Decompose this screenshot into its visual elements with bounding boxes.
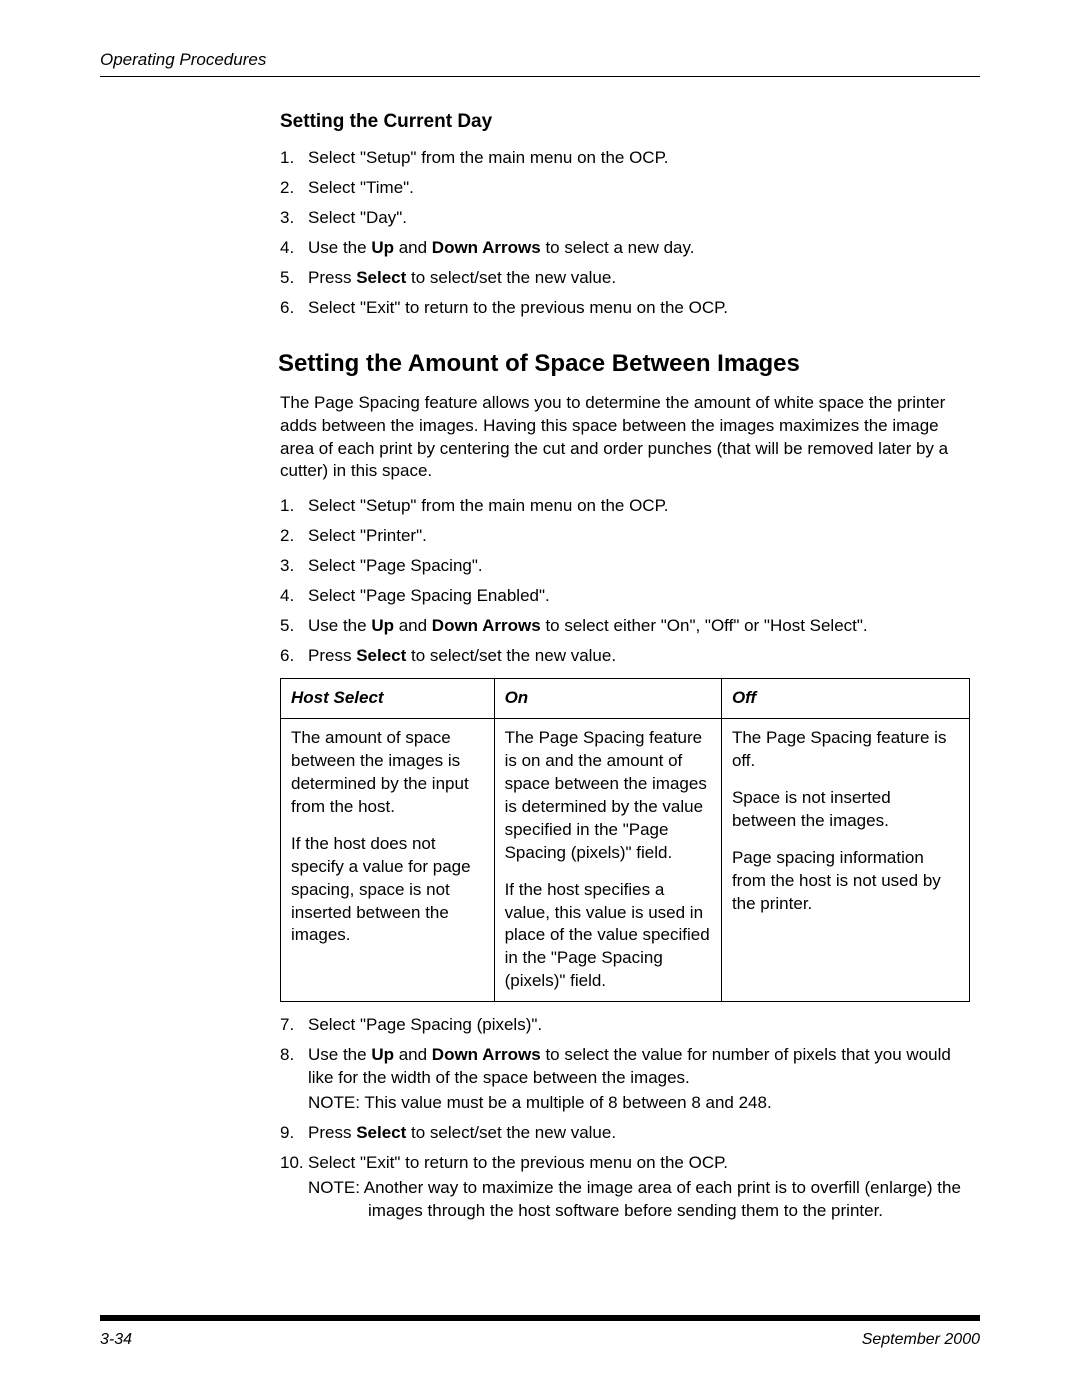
step-item: Select "Setup" from the main menu on the… [280,495,970,518]
cell-para: If the host does not specify a value for… [291,833,484,948]
step-item: Select "Day". [280,207,970,230]
step-text-suffix: to select/set the new value. [411,268,616,287]
step-item: Select "Setup" from the main menu on the… [280,147,970,170]
step-bold: Select [356,268,411,287]
header-section-label: Operating Procedures [100,50,266,69]
step-text: Select "Exit" to return to the previous … [308,298,728,317]
step-text-mid: and [394,238,432,257]
step-text: Select "Setup" from the main menu on the… [308,496,668,515]
page-spacing-table: Host Select On Off The amount of space b… [280,678,970,1002]
step-item: Press Select to select/set the new value… [280,1122,970,1145]
section1-steps: Select "Setup" from the main menu on the… [280,147,970,320]
step-item: Press Select to select/set the new value… [280,267,970,290]
step-text-suffix: to select a new day. [545,238,694,257]
section2-steps-a: Select "Setup" from the main menu on the… [280,495,970,668]
section2-steps-b: Select "Page Spacing (pixels)". Use the … [280,1014,970,1223]
step-text-prefix: Use the [308,616,371,635]
step-text-suffix: to select/set the new value. [411,1123,616,1142]
step-text: Select "Day". [308,208,407,227]
step-item: Use the Up and Down Arrows to select a n… [280,237,970,260]
step-bold: Down Arrows [432,238,546,257]
step-text-mid: and [394,1045,432,1064]
step-note: NOTE: This value must be a multiple of 8… [308,1092,970,1115]
step-item: Press Select to select/set the new value… [280,645,970,668]
step-text-prefix: Press [308,268,356,287]
step-bold: Select [356,646,411,665]
step-text-prefix: Press [308,646,356,665]
footer-page-number: 3-34 [100,1331,132,1349]
step-bold: Down Arrows [432,1045,546,1064]
step-bold: Down Arrows [432,616,546,635]
step-item: Select "Page Spacing (pixels)". [280,1014,970,1037]
step-text-prefix: Use the [308,1045,371,1064]
table-cell: The amount of space between the images i… [281,718,495,1001]
table-cell: The Page Spacing feature is off. Space i… [721,718,969,1001]
step-text: Select "Page Spacing Enabled". [308,586,550,605]
step-item: Select "Page Spacing". [280,555,970,578]
step-bold: Up [371,238,394,257]
step-text: Select "Printer". [308,526,427,545]
table-row: The amount of space between the images i… [281,718,970,1001]
cell-para: The Page Spacing feature is off. [732,727,959,773]
step-bold: Up [371,616,394,635]
step-bold: Select [356,1123,411,1142]
cell-para: The Page Spacing feature is on and the a… [505,727,711,865]
step-bold: Up [371,1045,394,1064]
page-footer: 3-34 September 2000 [100,1315,980,1349]
step-item: Select "Time". [280,177,970,200]
cell-para: The amount of space between the images i… [291,727,484,819]
step-item: Select "Exit" to return to the previous … [280,1152,970,1223]
step-item: Use the Up and Down Arrows to select eit… [280,615,970,638]
step-text: Select "Setup" from the main menu on the… [308,148,668,167]
page-header: Operating Procedures [100,50,980,77]
step-text: Select "Page Spacing (pixels)". [308,1015,542,1034]
step-item: Use the Up and Down Arrows to select the… [280,1044,970,1115]
cell-para: Page spacing information from the host i… [732,847,959,916]
step-text-prefix: Use the [308,238,371,257]
footer-date: September 2000 [862,1331,980,1349]
step-item: Select "Printer". [280,525,970,548]
section1-title: Setting the Current Day [280,111,970,133]
cell-para: If the host specifies a value, this valu… [505,879,711,994]
table-cell: The Page Spacing feature is on and the a… [494,718,721,1001]
table-header: On [494,679,721,719]
step-text-prefix: Press [308,1123,356,1142]
table-header: Host Select [281,679,495,719]
step-text: Select "Page Spacing". [308,556,483,575]
footer-row: 3-34 September 2000 [100,1331,980,1349]
footer-rule [100,1315,980,1321]
step-text: Select "Exit" to return to the previous … [308,1153,728,1172]
table-header-row: Host Select On Off [281,679,970,719]
step-text: Select "Time". [308,178,414,197]
page-content: Setting the Current Day Select "Setup" f… [280,111,970,1223]
step-note: NOTE: Another way to maximize the image … [308,1177,970,1223]
step-item: Select "Exit" to return to the previous … [280,297,970,320]
step-text-suffix: to select either "On", "Off" or "Host Se… [545,616,867,635]
step-item: Select "Page Spacing Enabled". [280,585,970,608]
cell-para: Space is not inserted between the images… [732,787,959,833]
step-text-suffix: to select/set the new value. [411,646,616,665]
section2-title: Setting the Amount of Space Between Imag… [278,350,970,378]
section2-intro: The Page Spacing feature allows you to d… [280,392,970,484]
step-text-mid: and [394,616,432,635]
table-header: Off [721,679,969,719]
